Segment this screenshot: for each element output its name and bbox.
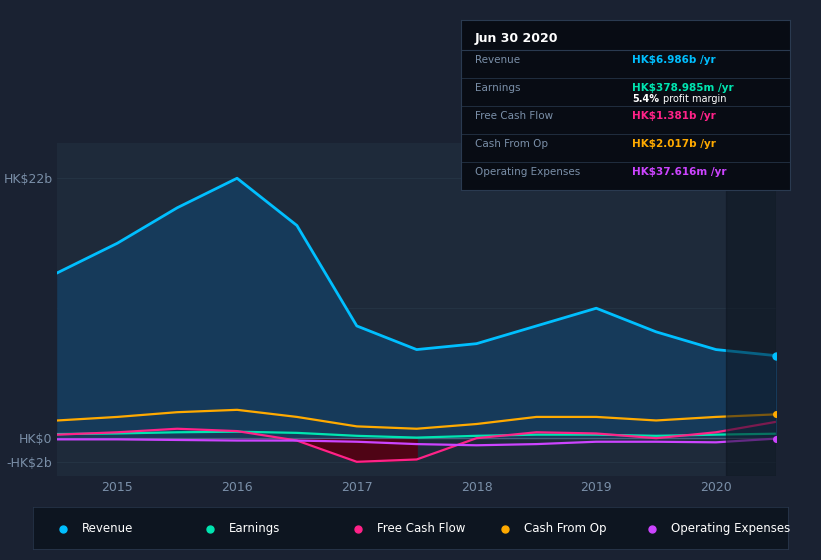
Bar <box>726 143 776 476</box>
Text: Revenue: Revenue <box>82 522 133 535</box>
Text: Operating Expenses: Operating Expenses <box>475 167 580 177</box>
Text: HK$378.985m /yr: HK$378.985m /yr <box>632 83 734 93</box>
Text: Revenue: Revenue <box>475 55 520 65</box>
Text: Cash From Op: Cash From Op <box>475 139 548 149</box>
Text: Cash From Op: Cash From Op <box>524 522 606 535</box>
Text: HK$6.986b /yr: HK$6.986b /yr <box>632 55 716 65</box>
Text: Free Cash Flow: Free Cash Flow <box>475 111 553 121</box>
Text: Jun 30 2020: Jun 30 2020 <box>475 31 558 45</box>
Text: Earnings: Earnings <box>475 83 520 93</box>
Text: HK$1.381b /yr: HK$1.381b /yr <box>632 111 716 121</box>
Text: HK$37.616m /yr: HK$37.616m /yr <box>632 167 727 177</box>
Text: Operating Expenses: Operating Expenses <box>671 522 791 535</box>
Text: profit margin: profit margin <box>663 94 727 104</box>
Text: 5.4%: 5.4% <box>632 94 659 104</box>
Text: HK$2.017b /yr: HK$2.017b /yr <box>632 139 716 149</box>
Text: Free Cash Flow: Free Cash Flow <box>377 522 465 535</box>
Text: Earnings: Earnings <box>229 522 281 535</box>
